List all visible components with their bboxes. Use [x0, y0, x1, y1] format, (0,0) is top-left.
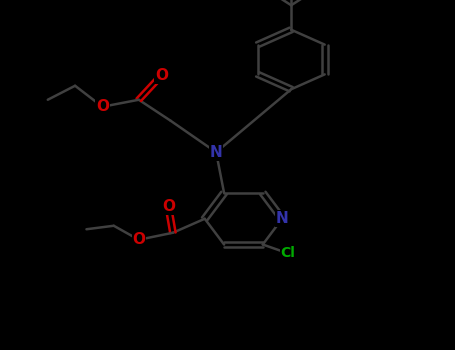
- Text: O: O: [132, 232, 145, 247]
- Text: Cl: Cl: [280, 246, 295, 260]
- Text: N: N: [276, 211, 288, 226]
- Text: O: O: [96, 99, 109, 114]
- Text: O: O: [155, 68, 168, 83]
- Text: N: N: [210, 145, 222, 160]
- Text: O: O: [162, 199, 175, 214]
